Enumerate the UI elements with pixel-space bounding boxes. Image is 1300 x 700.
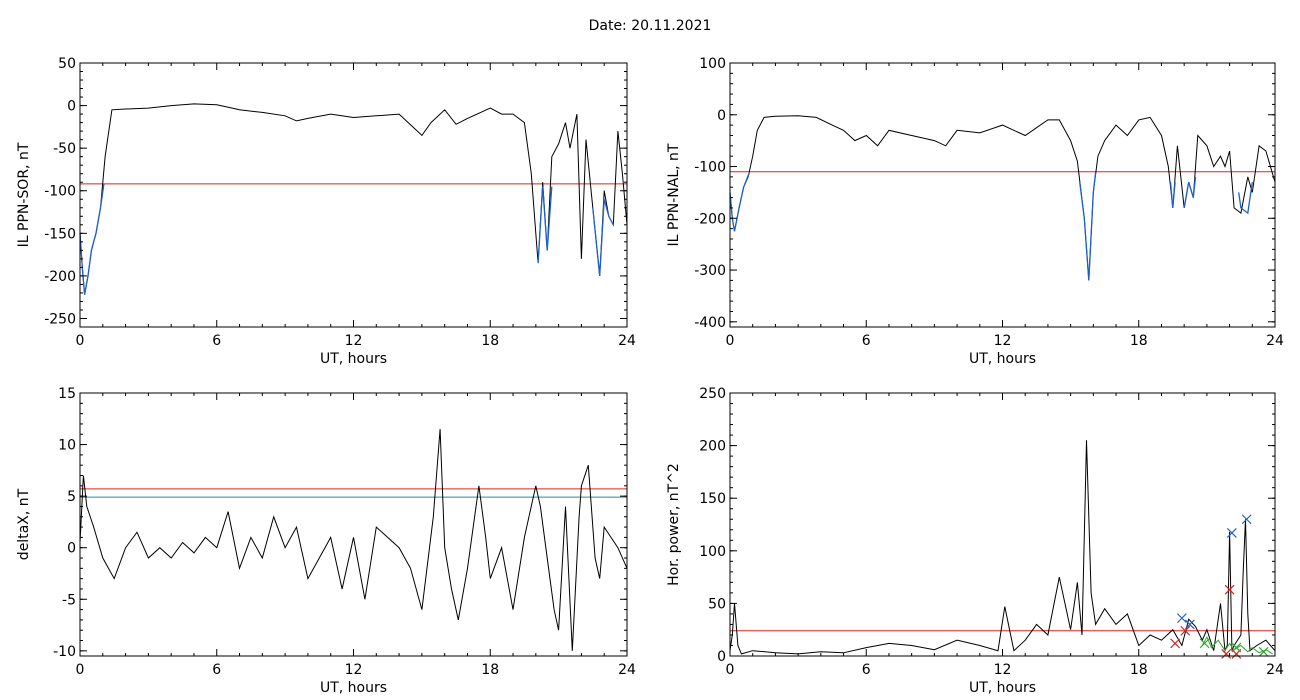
y-tick-label: -10 — [53, 644, 76, 660]
highlight-segment — [1169, 182, 1176, 208]
highlight-segment — [1183, 176, 1197, 209]
x-axis-label: UT, hours — [320, 680, 387, 696]
x-tick-label: 6 — [862, 333, 871, 349]
y-axis-label: IL PPN-SOR, nT — [16, 142, 32, 247]
y-tick-label: 100 — [699, 544, 726, 560]
data-marker — [1176, 613, 1187, 624]
data-marker — [1180, 625, 1191, 636]
chart-panel-3: 0 6 12 18 24 -10 -5 0 5 10 15 UT, hours deltaX, nT — [16, 386, 636, 696]
y-tick-label: 0 — [717, 649, 726, 665]
x-tick-label: 18 — [1130, 662, 1148, 678]
x-tick-label: 18 — [481, 662, 499, 678]
y-tick-label: 200 — [699, 439, 726, 455]
x-axis-label: UT, hours — [969, 351, 1036, 367]
y-axis-label: Hor. power, nT^2 — [666, 463, 682, 586]
y-tick-label: -200 — [694, 211, 726, 227]
y-tick-label: -200 — [44, 269, 76, 285]
plot-frame — [79, 62, 628, 328]
x-tick-label: 6 — [212, 333, 221, 349]
series-line-1 — [79, 103, 628, 295]
data-marker — [1231, 642, 1242, 653]
x-tick-label: 0 — [726, 333, 735, 349]
y-tick-label: -150 — [44, 226, 76, 242]
y-tick-label: 5 — [67, 489, 76, 505]
data-marker — [1226, 527, 1237, 538]
x-tick-label: 24 — [1266, 333, 1284, 349]
x-tick-label: 0 — [76, 662, 85, 678]
y-tick-label: 15 — [58, 386, 76, 402]
y-tick-label: 100 — [699, 56, 726, 72]
y-tick-label: 50 — [58, 56, 76, 72]
y-tick-label: -400 — [694, 315, 726, 331]
y-tick-label: -250 — [44, 311, 76, 327]
x-axis-label: UT, hours — [969, 680, 1036, 696]
highlight-segment — [1238, 182, 1253, 215]
data-marker — [1184, 619, 1195, 630]
page-title: Date: 20.11.2021 — [588, 18, 712, 34]
x-tick-label: 0 — [76, 333, 85, 349]
y-tick-label: -5 — [62, 592, 76, 608]
y-axis-label: IL PPN-NAL, nT — [666, 143, 682, 246]
x-tick-label: 24 — [618, 662, 636, 678]
x-tick-label: 12 — [994, 662, 1012, 678]
data-marker — [1241, 514, 1252, 525]
y-tick-label: 0 — [67, 541, 76, 557]
y-tick-label: 0 — [67, 99, 76, 115]
chart-panel-1: 0 6 12 18 24 -250 -200 -150 -100 -50 0 50 UT, hours I… — [16, 56, 636, 367]
data-marker — [1170, 638, 1181, 649]
chart-panel-2: 0 6 12 18 24 -400 -300 -200 -100 0 100 UT, hours IL … — [666, 56, 1284, 367]
data-marker — [1224, 584, 1235, 595]
x-tick-label: 0 — [726, 662, 735, 678]
y-tick-label: -100 — [44, 184, 76, 200]
plot-frame — [729, 392, 1276, 657]
y-tick-label: -100 — [694, 160, 726, 176]
y-tick-label: -50 — [53, 141, 76, 157]
highlight-segment — [592, 199, 614, 276]
x-tick-label: 6 — [862, 662, 871, 678]
data-marker — [1221, 648, 1232, 659]
series-line-1 — [79, 429, 628, 651]
y-tick-label: 50 — [708, 596, 726, 612]
y-tick-label: 150 — [699, 491, 726, 507]
y-tick-label: 10 — [58, 438, 76, 454]
plot-frame — [79, 392, 628, 657]
series-line-1 — [729, 440, 1276, 655]
x-tick-label: 12 — [345, 662, 363, 678]
x-tick-label: 6 — [212, 662, 221, 678]
series-line-1 — [729, 115, 1276, 281]
chart-panel-4: 0 6 12 18 24 0 50 100 150 200 250 UT, hours Hor. pow… — [666, 386, 1284, 696]
y-tick-label: 250 — [699, 386, 726, 402]
y-tick-label: -300 — [694, 263, 726, 279]
highlight-segment — [79, 183, 105, 295]
data-marker — [1258, 646, 1269, 657]
y-tick-label: 0 — [717, 108, 726, 124]
data-marker — [1199, 638, 1210, 649]
x-tick-label: 24 — [1266, 662, 1284, 678]
x-tick-label: 18 — [481, 333, 499, 349]
highlight-segment — [1079, 172, 1097, 281]
x-tick-label: 12 — [994, 333, 1012, 349]
highlight-segment — [537, 186, 553, 264]
highlight-segment — [729, 172, 750, 232]
x-tick-label: 18 — [1130, 333, 1148, 349]
x-tick-label: 12 — [345, 333, 363, 349]
x-axis-label: UT, hours — [320, 351, 387, 367]
x-tick-label: 24 — [618, 333, 636, 349]
y-axis-label: deltaX, nT — [16, 488, 32, 560]
